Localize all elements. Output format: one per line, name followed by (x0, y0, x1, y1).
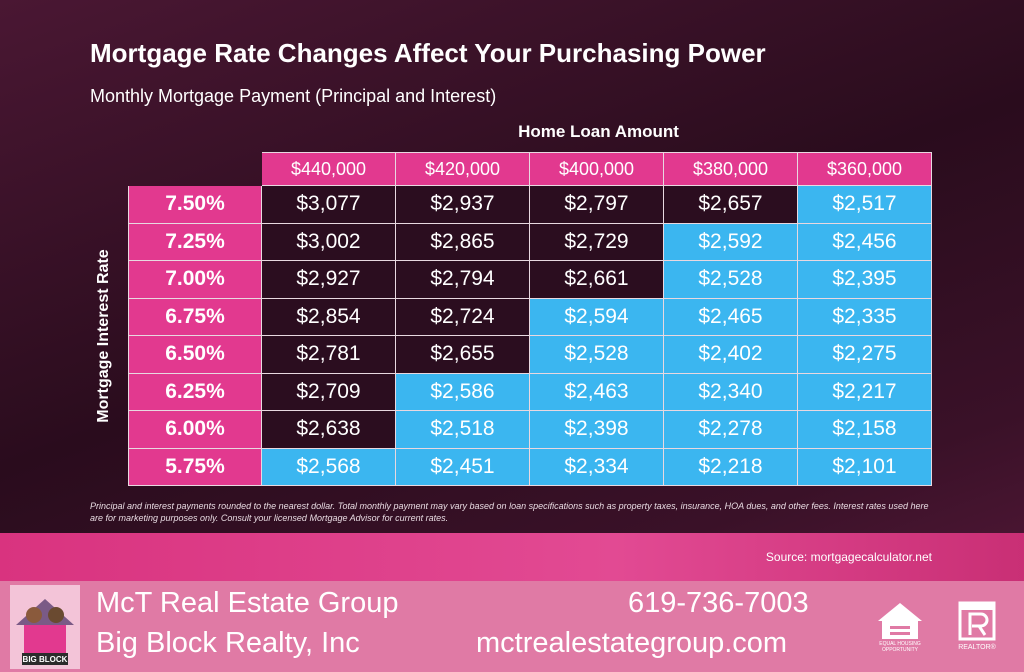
payment-cell: $2,340 (664, 373, 798, 411)
realtor-text: REALTOR® (958, 643, 996, 651)
column-label: $360,000 (798, 152, 932, 186)
payment-cell: $2,568 (262, 448, 396, 486)
equal-housing-logo: EQUAL HOUSING OPPORTUNITY (878, 603, 922, 653)
payment-cell: $2,592 (664, 223, 798, 261)
company: McT Real Estate Group (96, 587, 399, 619)
column-label: $380,000 (664, 152, 798, 186)
payment-cell: $2,655 (396, 336, 530, 374)
corner (128, 152, 262, 186)
payment-cell: $2,402 (664, 336, 798, 374)
eh-body (882, 621, 918, 639)
column-label: $400,000 (530, 152, 664, 186)
payment-cell: $2,398 (530, 411, 664, 449)
payment-cell: $2,335 (798, 298, 932, 336)
payment-cell: $2,657 (664, 186, 798, 224)
rate-label: 6.25% (128, 373, 262, 411)
payment-table: $440,000 $420,000 $400,000 $380,000 $360,000… (128, 152, 932, 486)
payment-cell: $2,724 (396, 298, 530, 336)
eh-line (890, 632, 910, 635)
eh-line (890, 626, 910, 629)
column-label: $420,000 (396, 152, 530, 186)
payment-cell: $2,594 (530, 298, 664, 336)
payment-cell: $2,517 (798, 186, 932, 224)
payment-cell: $2,586 (396, 373, 530, 411)
payment-cell: $2,275 (798, 336, 932, 374)
payment-cell: $2,463 (530, 373, 664, 411)
logo: BIG BLOCK (10, 585, 80, 669)
logo-body (24, 625, 66, 653)
rate-label: 6.00% (128, 411, 262, 449)
payment-cell: $2,638 (262, 411, 396, 449)
payment-cell: $2,334 (530, 448, 664, 486)
logo-person (26, 607, 42, 623)
eh-text: EQUAL HOUSING OPPORTUNITY (879, 641, 921, 653)
eh-roof (878, 603, 922, 621)
realtor-logo: REALTOR® (958, 601, 997, 651)
payment-cell: $2,797 (530, 186, 664, 224)
footnote: Principal and interest payments rounded … (90, 501, 929, 523)
source: Source: mortgagecalculator.net (765, 550, 932, 564)
payment-cell: $2,528 (530, 336, 664, 374)
realtor-r (968, 612, 989, 636)
payment-cell: $3,002 (262, 223, 396, 261)
logo-bar (22, 653, 68, 665)
payment-cell: $2,729 (530, 223, 664, 261)
column-header: Home Loan Amount (518, 122, 679, 141)
payment-cell: $2,101 (798, 448, 932, 486)
rate-label: 7.50% (128, 186, 262, 224)
website: mctrealestategroup.com (476, 627, 788, 659)
phone: 619-736-7003 (628, 587, 809, 619)
column-label: $440,000 (262, 152, 396, 186)
source-band (0, 533, 1024, 581)
payment-cell: $2,528 (664, 261, 798, 299)
payment-cell: $2,937 (396, 186, 530, 224)
payment-cell: $2,794 (396, 261, 530, 299)
payment-cell: $2,709 (262, 373, 396, 411)
realtor-top (960, 603, 994, 610)
payment-cell: $2,465 (664, 298, 798, 336)
payment-cell: $2,854 (262, 298, 396, 336)
payment-cell: $2,395 (798, 261, 932, 299)
payment-cell: $3,077 (262, 186, 396, 224)
rate-label: 6.50% (128, 336, 262, 374)
payment-cell: $2,278 (664, 411, 798, 449)
logo-person (48, 607, 64, 623)
title: Mortgage Rate Changes Affect Your Purcha… (90, 38, 766, 68)
rate-label: 6.75% (128, 298, 262, 336)
footer: BIG BLOCK McT Real Estate Group Big Bloc… (0, 581, 1024, 672)
payment-cell: $2,456 (798, 223, 932, 261)
payment-cell: $2,661 (530, 261, 664, 299)
rate-label: 7.00% (128, 261, 262, 299)
subtitle: Monthly Mortgage Payment (Principal and … (90, 86, 497, 106)
payment-cell: $2,217 (798, 373, 932, 411)
payment-cell: $2,451 (396, 448, 530, 486)
rate-label: 5.75% (128, 448, 262, 486)
row-header: Mortgage Interest Rate (95, 249, 112, 423)
rate-label: 7.25% (128, 223, 262, 261)
brokerage: Big Block Realty, Inc (96, 627, 360, 659)
payment-cell: $2,781 (262, 336, 396, 374)
payment-cell: $2,865 (396, 223, 530, 261)
payment-cell: $2,158 (798, 411, 932, 449)
logo-text: BIG BLOCK (23, 655, 68, 664)
payment-cell: $2,927 (262, 261, 396, 299)
payment-cell: $2,218 (664, 448, 798, 486)
payment-cell: $2,518 (396, 411, 530, 449)
